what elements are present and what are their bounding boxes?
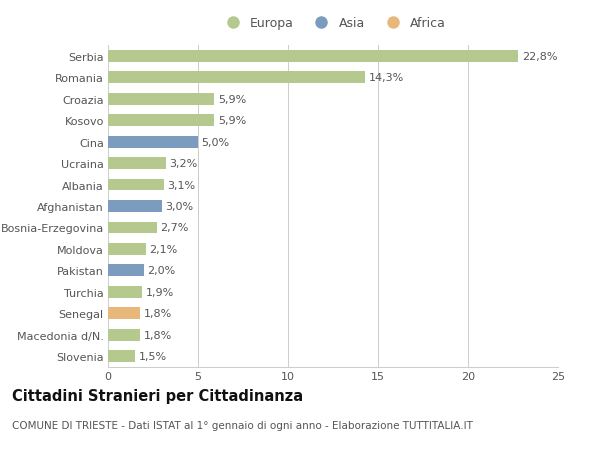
Text: 2,0%: 2,0%: [148, 266, 176, 276]
Bar: [108, 51, 518, 62]
Bar: [108, 179, 164, 191]
Text: 1,8%: 1,8%: [144, 330, 172, 340]
Bar: [108, 351, 135, 363]
Bar: [108, 329, 140, 341]
Text: 5,0%: 5,0%: [202, 137, 230, 147]
Bar: [108, 94, 214, 106]
Text: 1,8%: 1,8%: [144, 308, 172, 319]
Bar: [108, 115, 214, 127]
Bar: [108, 158, 166, 170]
Text: 3,0%: 3,0%: [166, 202, 194, 212]
Text: 1,5%: 1,5%: [139, 352, 167, 362]
Legend: Europa, Asia, Africa: Europa, Asia, Africa: [216, 14, 450, 34]
Text: 2,7%: 2,7%: [160, 223, 188, 233]
Bar: [108, 201, 162, 213]
Bar: [108, 308, 140, 319]
Text: 5,9%: 5,9%: [218, 116, 246, 126]
Bar: [108, 72, 365, 84]
Text: 22,8%: 22,8%: [522, 51, 557, 62]
Bar: [108, 286, 142, 298]
Bar: [108, 136, 198, 148]
Text: 3,2%: 3,2%: [169, 159, 197, 169]
Text: 1,9%: 1,9%: [146, 287, 174, 297]
Bar: [108, 265, 144, 277]
Text: 3,1%: 3,1%: [167, 180, 196, 190]
Bar: [108, 243, 146, 255]
Text: Cittadini Stranieri per Cittadinanza: Cittadini Stranieri per Cittadinanza: [12, 388, 303, 403]
Bar: [108, 222, 157, 234]
Text: COMUNE DI TRIESTE - Dati ISTAT al 1° gennaio di ogni anno - Elaborazione TUTTITA: COMUNE DI TRIESTE - Dati ISTAT al 1° gen…: [12, 420, 473, 430]
Text: 2,1%: 2,1%: [149, 244, 178, 254]
Text: 5,9%: 5,9%: [218, 95, 246, 105]
Text: 14,3%: 14,3%: [369, 73, 404, 83]
